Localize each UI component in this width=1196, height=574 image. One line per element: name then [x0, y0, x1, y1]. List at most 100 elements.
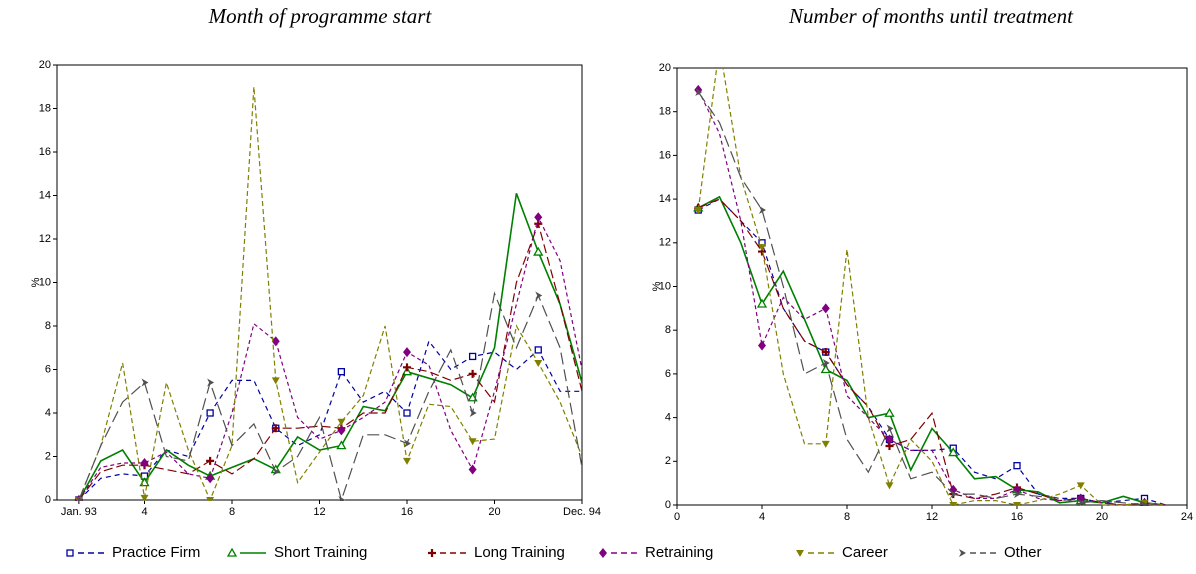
marker	[758, 244, 766, 252]
marker	[206, 409, 214, 417]
marker	[206, 497, 215, 501]
marker	[884, 407, 895, 417]
marker	[336, 440, 347, 450]
data-line	[78, 339, 582, 501]
x-tick-label: 0	[674, 511, 680, 523]
legend-label: Other	[1004, 544, 1042, 561]
y-tick-label: 6	[45, 363, 51, 375]
marker	[272, 467, 280, 476]
x-tick-label: 4	[759, 511, 765, 523]
data-line	[697, 91, 1166, 506]
y-tick-label: 18	[659, 106, 671, 118]
y-tick-label: 2	[45, 450, 51, 462]
marker	[821, 303, 830, 314]
marker	[534, 359, 543, 367]
legend-item: Career	[796, 544, 888, 561]
marker	[403, 363, 411, 372]
marker	[756, 298, 768, 308]
marker	[796, 550, 804, 557]
marker	[886, 424, 894, 433]
legend-label: Practice Firm	[112, 544, 200, 561]
marker	[141, 378, 149, 387]
data-line	[78, 291, 582, 501]
marker	[950, 490, 958, 499]
marker	[337, 368, 346, 376]
marker	[1013, 502, 1021, 506]
marker	[403, 409, 411, 417]
y-tick-label: 10	[659, 280, 671, 292]
x-tick-label: 12	[313, 506, 325, 518]
marker	[468, 369, 477, 378]
marker	[695, 88, 703, 97]
marker	[468, 438, 477, 446]
legend-item: Long Training	[428, 544, 565, 561]
y-axis-label: %	[30, 277, 42, 287]
chart-title: Number of months until treatment	[788, 4, 1074, 28]
marker	[1076, 493, 1085, 504]
legend-label: Short Training	[274, 544, 367, 561]
y-tick-label: 10	[39, 276, 51, 288]
data-line	[697, 89, 1166, 506]
marker	[404, 439, 411, 448]
marker	[885, 482, 894, 490]
legend-item: Retraining	[599, 544, 713, 561]
plot-area	[74, 86, 582, 501]
marker	[140, 458, 149, 469]
marker	[533, 246, 544, 256]
marker	[1076, 482, 1085, 490]
y-tick-label: 8	[45, 320, 51, 332]
x-tick-label: 16	[1011, 511, 1023, 523]
marker	[1013, 484, 1021, 495]
y-tick-label: 8	[665, 324, 671, 336]
marker	[599, 548, 607, 558]
x-tick-label: 24	[1181, 511, 1193, 523]
marker	[1014, 490, 1021, 499]
data-line	[698, 198, 1166, 506]
y-tick-label: 14	[659, 193, 671, 205]
marker	[949, 502, 958, 506]
y-tick-label: 20	[659, 62, 671, 74]
data-line	[78, 193, 582, 501]
x-tick-label: 12	[926, 511, 938, 523]
data-line	[78, 215, 582, 501]
marker	[75, 496, 83, 501]
marker	[337, 418, 346, 426]
y-tick-label: 2	[665, 455, 671, 467]
marker	[206, 473, 215, 484]
marker	[821, 440, 830, 448]
marker	[271, 377, 280, 385]
y-tick-label: 12	[659, 237, 671, 249]
marker	[338, 496, 346, 501]
legend-item: Other	[959, 544, 1042, 561]
marker	[140, 494, 149, 501]
marker	[822, 358, 830, 367]
x-tick-label: 20	[488, 506, 500, 518]
y-tick-label: 16	[659, 149, 671, 161]
legend-item: Short Training	[226, 544, 367, 561]
y-tick-label: 18	[39, 102, 51, 114]
y-tick-label: 4	[45, 407, 51, 419]
legend-label: Retraining	[645, 544, 713, 561]
y-tick-label: 0	[665, 499, 671, 511]
chart-title: Month of programme start	[208, 4, 433, 28]
marker	[207, 378, 215, 387]
marker	[428, 549, 436, 557]
y-tick-label: 20	[39, 59, 51, 71]
marker	[534, 346, 542, 354]
marker	[271, 336, 280, 347]
legend-label: Long Training	[474, 544, 565, 561]
marker	[468, 352, 477, 361]
x-tick-label: 4	[141, 506, 147, 518]
x-tick-label: 8	[229, 506, 235, 518]
marker	[758, 340, 766, 351]
y-tick-label: 14	[39, 189, 51, 201]
y-tick-label: 16	[39, 146, 51, 158]
x-tick-label: 16	[401, 506, 413, 518]
data-line	[697, 68, 1166, 506]
marker	[469, 409, 477, 417]
data-line	[78, 86, 582, 501]
marker	[206, 456, 215, 465]
marker	[534, 212, 543, 223]
x-tick-label: 20	[1096, 511, 1108, 523]
